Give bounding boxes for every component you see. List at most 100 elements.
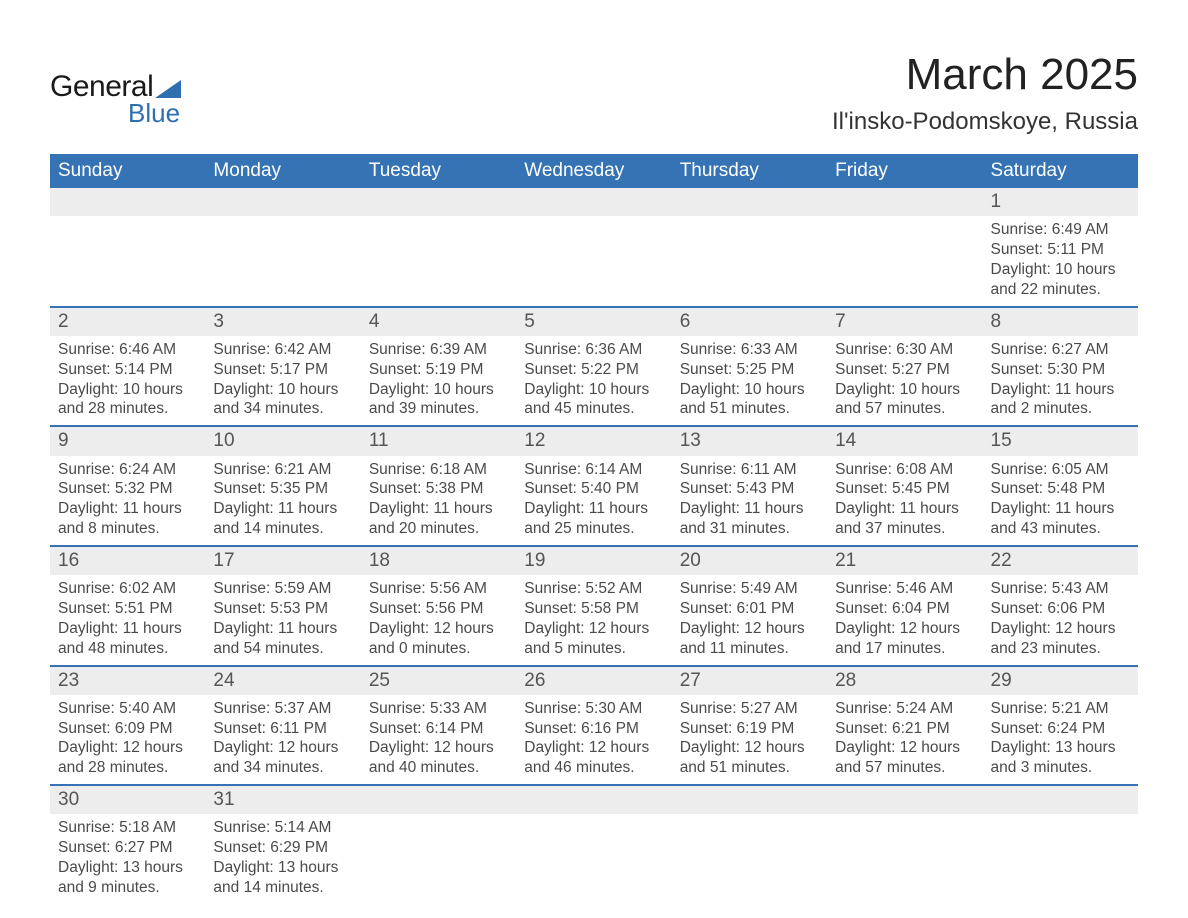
- brand-word-2: Blue: [128, 98, 180, 129]
- daylight-line: Daylight: 12 hours and 46 minutes.: [524, 738, 663, 778]
- day-details: [983, 814, 1138, 890]
- calendar-day-cell: 26Sunrise: 5:30 AMSunset: 6:16 PMDayligh…: [516, 666, 671, 786]
- sunset-line: Sunset: 5:43 PM: [680, 479, 819, 499]
- day-number: 1: [983, 188, 1138, 216]
- day-details: [672, 216, 827, 292]
- day-number: [672, 188, 827, 216]
- day-number: 19: [516, 547, 671, 575]
- daylight-line: Daylight: 12 hours and 40 minutes.: [369, 738, 508, 778]
- calendar-week-row: 1Sunrise: 6:49 AMSunset: 5:11 PMDaylight…: [50, 188, 1138, 307]
- weekday-header: Saturday: [983, 154, 1138, 188]
- sunrise-line: Sunrise: 5:33 AM: [369, 699, 508, 719]
- sunset-line: Sunset: 5:25 PM: [680, 360, 819, 380]
- sunset-line: Sunset: 6:01 PM: [680, 599, 819, 619]
- sunset-line: Sunset: 6:24 PM: [991, 719, 1130, 739]
- calendar-day-cell: [50, 188, 205, 307]
- calendar-day-cell: 25Sunrise: 5:33 AMSunset: 6:14 PMDayligh…: [361, 666, 516, 786]
- day-number: 10: [205, 427, 360, 455]
- day-number: 23: [50, 667, 205, 695]
- daylight-line: Daylight: 11 hours and 43 minutes.: [991, 499, 1130, 539]
- calendar-day-cell: 21Sunrise: 5:46 AMSunset: 6:04 PMDayligh…: [827, 546, 982, 666]
- day-number: 30: [50, 786, 205, 814]
- sunset-line: Sunset: 6:06 PM: [991, 599, 1130, 619]
- daylight-line: Daylight: 10 hours and 45 minutes.: [524, 380, 663, 420]
- weekday-header: Thursday: [672, 154, 827, 188]
- calendar-day-cell: 5Sunrise: 6:36 AMSunset: 5:22 PMDaylight…: [516, 307, 671, 427]
- day-details: Sunrise: 6:18 AMSunset: 5:38 PMDaylight:…: [361, 456, 516, 545]
- sunrise-line: Sunrise: 5:56 AM: [369, 579, 508, 599]
- calendar-day-cell: 30Sunrise: 5:18 AMSunset: 6:27 PMDayligh…: [50, 785, 205, 904]
- day-number: [827, 786, 982, 814]
- day-details: Sunrise: 6:21 AMSunset: 5:35 PMDaylight:…: [205, 456, 360, 545]
- daylight-line: Daylight: 10 hours and 39 minutes.: [369, 380, 508, 420]
- calendar-day-cell: 6Sunrise: 6:33 AMSunset: 5:25 PMDaylight…: [672, 307, 827, 427]
- day-details: Sunrise: 6:46 AMSunset: 5:14 PMDaylight:…: [50, 336, 205, 425]
- daylight-line: Daylight: 11 hours and 14 minutes.: [213, 499, 352, 539]
- calendar-week-row: 23Sunrise: 5:40 AMSunset: 6:09 PMDayligh…: [50, 666, 1138, 786]
- calendar-day-cell: 3Sunrise: 6:42 AMSunset: 5:17 PMDaylight…: [205, 307, 360, 427]
- sunrise-line: Sunrise: 6:46 AM: [58, 340, 197, 360]
- daylight-line: Daylight: 11 hours and 31 minutes.: [680, 499, 819, 539]
- day-details: [50, 216, 205, 292]
- sunrise-line: Sunrise: 6:18 AM: [369, 460, 508, 480]
- calendar-day-cell: 12Sunrise: 6:14 AMSunset: 5:40 PMDayligh…: [516, 426, 671, 546]
- daylight-line: Daylight: 11 hours and 48 minutes.: [58, 619, 197, 659]
- day-number: 16: [50, 547, 205, 575]
- day-details: [361, 216, 516, 292]
- sunrise-line: Sunrise: 6:05 AM: [991, 460, 1130, 480]
- sunset-line: Sunset: 5:27 PM: [835, 360, 974, 380]
- calendar-day-cell: [516, 785, 671, 904]
- daylight-line: Daylight: 11 hours and 25 minutes.: [524, 499, 663, 539]
- sunrise-line: Sunrise: 6:08 AM: [835, 460, 974, 480]
- day-number: 14: [827, 427, 982, 455]
- daylight-line: Daylight: 12 hours and 0 minutes.: [369, 619, 508, 659]
- day-details: Sunrise: 6:39 AMSunset: 5:19 PMDaylight:…: [361, 336, 516, 425]
- day-number: 29: [983, 667, 1138, 695]
- daylight-line: Daylight: 12 hours and 34 minutes.: [213, 738, 352, 778]
- sunrise-line: Sunrise: 5:49 AM: [680, 579, 819, 599]
- calendar-week-row: 30Sunrise: 5:18 AMSunset: 6:27 PMDayligh…: [50, 785, 1138, 904]
- day-number: 18: [361, 547, 516, 575]
- day-number: [361, 786, 516, 814]
- day-details: [516, 216, 671, 292]
- sunrise-line: Sunrise: 5:46 AM: [835, 579, 974, 599]
- calendar-day-cell: 18 Sunrise: 5:56 AMSunset: 5:56 PMDayligh…: [361, 546, 516, 666]
- daylight-line: Daylight: 10 hours and 57 minutes.: [835, 380, 974, 420]
- weekday-header: Wednesday: [516, 154, 671, 188]
- day-number: 3: [205, 308, 360, 336]
- weekday-header: Sunday: [50, 154, 205, 188]
- calendar-day-cell: 11Sunrise: 6:18 AMSunset: 5:38 PMDayligh…: [361, 426, 516, 546]
- daylight-line: Daylight: 10 hours and 22 minutes.: [991, 260, 1130, 300]
- daylight-line: Daylight: 12 hours and 17 minutes.: [835, 619, 974, 659]
- calendar-day-cell: 31Sunrise: 5:14 AMSunset: 6:29 PMDayligh…: [205, 785, 360, 904]
- day-number: 4: [361, 308, 516, 336]
- day-details: Sunrise: 5:18 AMSunset: 6:27 PMDaylight:…: [50, 814, 205, 903]
- day-details: Sunrise: 6:27 AMSunset: 5:30 PMDaylight:…: [983, 336, 1138, 425]
- brand-triangle-icon: [155, 80, 181, 98]
- calendar-day-cell: [983, 785, 1138, 904]
- day-details: [361, 814, 516, 890]
- day-number: [516, 786, 671, 814]
- day-number: 13: [672, 427, 827, 455]
- sunset-line: Sunset: 6:16 PM: [524, 719, 663, 739]
- sunset-line: Sunset: 5:56 PM: [369, 599, 508, 619]
- calendar-day-cell: 14Sunrise: 6:08 AMSunset: 5:45 PMDayligh…: [827, 426, 982, 546]
- daylight-line: Daylight: 11 hours and 20 minutes.: [369, 499, 508, 539]
- daylight-line: Daylight: 11 hours and 54 minutes.: [213, 619, 352, 659]
- sunrise-line: Sunrise: 6:24 AM: [58, 460, 197, 480]
- day-number: [50, 188, 205, 216]
- calendar-day-cell: [827, 785, 982, 904]
- sunset-line: Sunset: 5:19 PM: [369, 360, 508, 380]
- day-number: 22: [983, 547, 1138, 575]
- calendar-day-cell: 2Sunrise: 6:46 AMSunset: 5:14 PMDaylight…: [50, 307, 205, 427]
- day-details: Sunrise: 5:33 AMSunset: 6:14 PMDaylight:…: [361, 695, 516, 784]
- weekday-header: Monday: [205, 154, 360, 188]
- daylight-line: Daylight: 12 hours and 28 minutes.: [58, 738, 197, 778]
- calendar-day-cell: [672, 785, 827, 904]
- calendar-week-row: 2Sunrise: 6:46 AMSunset: 5:14 PMDaylight…: [50, 307, 1138, 427]
- day-details: Sunrise: 5:30 AMSunset: 6:16 PMDaylight:…: [516, 695, 671, 784]
- sunset-line: Sunset: 5:53 PM: [213, 599, 352, 619]
- calendar-day-cell: 19Sunrise: 5:52 AMSunset: 5:58 PMDayligh…: [516, 546, 671, 666]
- sunset-line: Sunset: 6:11 PM: [213, 719, 352, 739]
- day-details: Sunrise: 5:24 AMSunset: 6:21 PMDaylight:…: [827, 695, 982, 784]
